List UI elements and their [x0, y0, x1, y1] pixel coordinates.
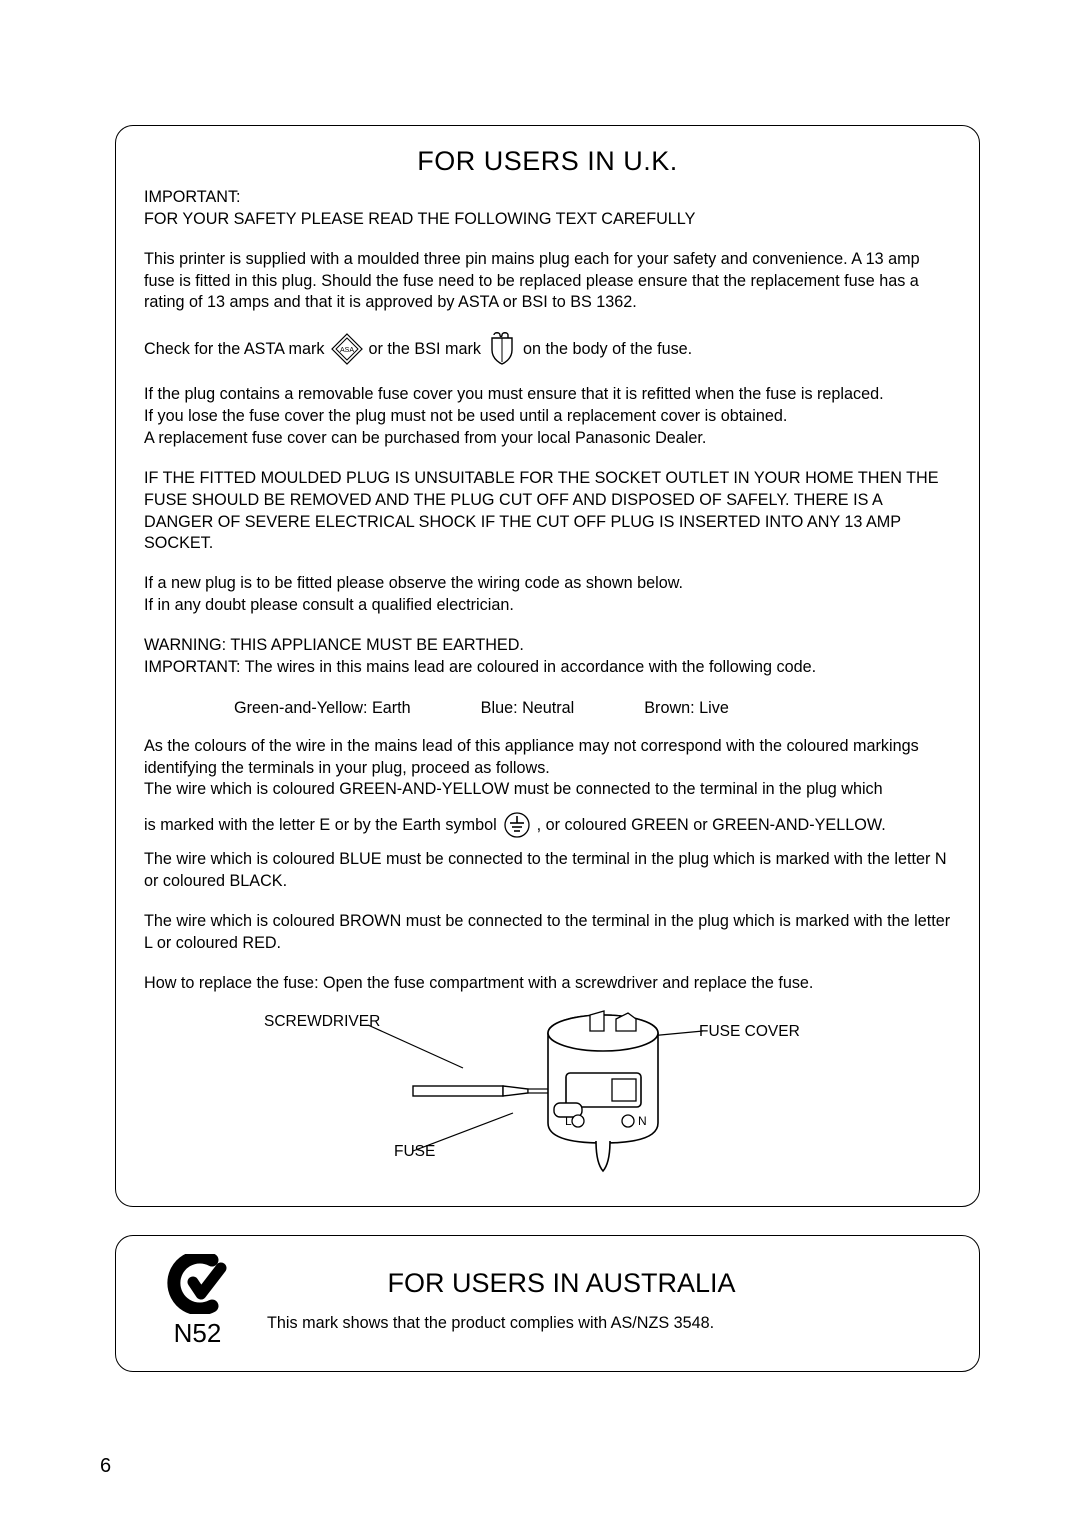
uk-title: FOR USERS IN U.K. [144, 146, 951, 177]
uk-p5b: The wire which is coloured GREEN-AND-YEL… [144, 779, 951, 801]
uk-p2b: If you lose the fuse cover the plug must… [144, 406, 951, 428]
uk-p2c: A replacement fuse cover can be purchase… [144, 428, 951, 450]
page: FOR USERS IN U.K. IMPORTANT: FOR YOUR SA… [0, 0, 1080, 1528]
earth-symbol-line: is marked with the letter E or by the Ea… [144, 811, 951, 839]
svg-text:ASA: ASA [340, 347, 354, 354]
uk-p2a: If the plug contains a removable fuse co… [144, 384, 951, 406]
aus-card: N52 FOR USERS IN AUSTRALIA This mark sho… [115, 1235, 980, 1372]
plug-diagram: SCREWDRIVER FUSE FUSE COVER [144, 1003, 951, 1178]
important-label: IMPORTANT: [144, 187, 951, 209]
page-number: 6 [100, 1455, 111, 1478]
plug-svg: L N [368, 1003, 728, 1173]
label-screwdriver: SCREWDRIVER [264, 1013, 380, 1031]
uk-imp2: IMPORTANT: The wires in this mains lead … [144, 657, 951, 679]
check-text-b: or the BSI mark [369, 340, 481, 359]
uk-p5c-b: , or coloured GREEN or GREEN-AND-YELLOW. [537, 816, 886, 835]
aus-title: FOR USERS IN AUSTRALIA [172, 1268, 951, 1299]
uk-p4a: If a new plug is to be fitted please obs… [144, 573, 951, 595]
uk-p5a: As the colours of the wire in the mains … [144, 736, 951, 780]
uk-p1: This printer is supplied with a moulded … [144, 249, 951, 315]
check-mark-line: Check for the ASTA mark ASA or the BSI m… [144, 332, 951, 366]
wire-brown: Brown: Live [644, 699, 729, 718]
diag-L-text: L [565, 1114, 572, 1128]
uk-p6: The wire which is coloured BLUE must be … [144, 849, 951, 893]
safety-line: FOR YOUR SAFETY PLEASE READ THE FOLLOWIN… [144, 209, 951, 231]
bsi-mark-icon [487, 332, 517, 366]
aus-text-block: FOR USERS IN AUSTRALIA This mark shows t… [267, 1268, 951, 1335]
uk-howto: How to replace the fuse: Open the fuse c… [144, 973, 951, 995]
uk-p7: The wire which is coloured BROWN must be… [144, 911, 951, 955]
uk-card: FOR USERS IN U.K. IMPORTANT: FOR YOUR SA… [115, 125, 980, 1207]
aus-body: This mark shows that the product complie… [267, 1313, 951, 1335]
uk-p3: IF THE FITTED MOULDED PLUG IS UNSUITABLE… [144, 468, 951, 555]
earth-symbol-icon [503, 811, 531, 839]
asta-mark-icon: ASA [331, 333, 363, 365]
uk-p4: If a new plug is to be fitted please obs… [144, 573, 951, 617]
n52-label: N52 [174, 1318, 222, 1349]
diag-N-text: N [638, 1114, 647, 1128]
wire-blue: Blue: Neutral [481, 699, 575, 718]
uk-warn-block: WARNING: THIS APPLIANCE MUST BE EARTHED.… [144, 635, 951, 679]
check-text-c: on the body of the fuse. [523, 340, 692, 359]
check-text-a: Check for the ASTA mark [144, 340, 325, 359]
wire-gy: Green-and-Yellow: Earth [234, 699, 411, 718]
wire-code-row: Green-and-Yellow: Earth Blue: Neutral Br… [234, 699, 951, 718]
uk-p5c-a: is marked with the letter E or by the Ea… [144, 816, 497, 835]
uk-warn: WARNING: THIS APPLIANCE MUST BE EARTHED. [144, 635, 951, 657]
uk-p4b: If in any doubt please consult a qualifi… [144, 595, 951, 617]
uk-p2: If the plug contains a removable fuse co… [144, 384, 951, 450]
uk-p5: As the colours of the wire in the mains … [144, 736, 951, 802]
